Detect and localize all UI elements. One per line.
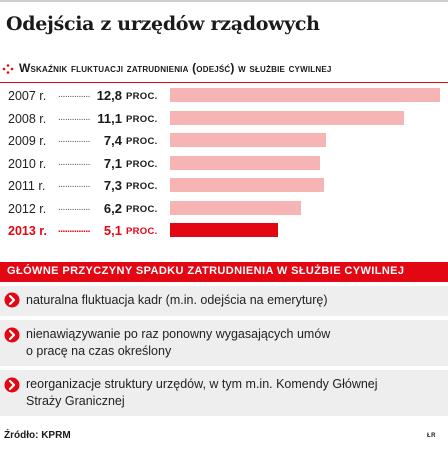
right-arrow-circle-icon xyxy=(4,377,20,393)
leader-dots: .............. xyxy=(58,111,90,123)
reason-line: o pracę na czas określony xyxy=(26,344,172,358)
chart-row: 2009 r............... 7,4 PROC. xyxy=(0,131,448,153)
right-arrow-circle-icon xyxy=(4,292,20,308)
unit-label: PROC. xyxy=(126,226,158,237)
chart-subtitle-row: Wskaźnik fluktuacji zatrudnienia (odejść… xyxy=(0,60,448,82)
chart-row: 2007 r............... 12,8 PROC. xyxy=(0,86,448,108)
reason-text: naturalna fluktuacja kadr (m.in. odejści… xyxy=(26,292,328,309)
reason-line: Straży Granicznej xyxy=(26,394,125,408)
unit-label: PROC. xyxy=(126,203,158,215)
subtitle-rule xyxy=(0,82,448,83)
leader-dots: .............. xyxy=(58,89,90,100)
reason-item: naturalna fluktuacja kadr (m.in. odejści… xyxy=(0,286,448,316)
bar xyxy=(170,88,440,102)
bar xyxy=(170,223,278,237)
unit-label: PROC. xyxy=(126,158,158,170)
reason-line: reorganizacje struktury urzędów, w tym m… xyxy=(26,377,378,391)
unit-label: PROC. xyxy=(126,136,158,147)
unit-label: PROC. xyxy=(126,113,158,125)
chart-row: 2008 r............... 11,1 PROC. xyxy=(0,109,448,131)
dotted-marker-icon xyxy=(2,64,14,74)
reason-text: reorganizacje struktury urzędów, w tym m… xyxy=(26,376,378,410)
unit-label: PROC. xyxy=(126,181,158,192)
chart-row: 2010 r............... 7,1 PROC. xyxy=(0,154,448,176)
leader-dots: .............. xyxy=(58,179,90,190)
chart-title: Wskaźnik fluktuacji zatrudnienia (odejść… xyxy=(19,61,332,75)
value-label: 5,1 xyxy=(103,223,122,238)
bar-chart: 2007 r............... 12,8 PROC. 2008 r....… xyxy=(0,86,448,238)
reason-item: reorganizacje struktury urzędów, w tym m… xyxy=(0,370,448,416)
author-credit: ŁR xyxy=(427,433,436,439)
value-label: 11,1 xyxy=(97,110,122,126)
value-label: 12,8 xyxy=(96,88,122,103)
category-label: 2007 r. xyxy=(8,89,47,103)
category-label: 2009 r. xyxy=(8,134,47,148)
reasons-header: GŁÓWNE PRZYCZYNY SPADKU ZATRUDNIENIA W S… xyxy=(0,262,448,282)
leader-dots: .............. xyxy=(58,134,90,145)
reason-text: nienawiązywanie po raz ponowny wygasając… xyxy=(26,326,330,360)
chart-row: 2011 r............... 7,3 PROC. xyxy=(0,176,448,198)
leader-dots: .............. xyxy=(58,224,90,235)
page-title: Odejścia z urzędów rządowych xyxy=(6,13,320,35)
reason-item: nienawiązywanie po raz ponowny wygasając… xyxy=(0,320,448,366)
value-label: 7,4 xyxy=(103,133,122,148)
value-label: 7,1 xyxy=(103,155,122,171)
unit-label: PROC. xyxy=(126,91,158,102)
leader-dots: .............. xyxy=(58,201,90,213)
chart-row: 2012 r............... 6,2 PROC. xyxy=(0,199,448,221)
right-arrow-circle-icon xyxy=(4,327,20,343)
bar xyxy=(170,110,405,125)
chart-row: 2013 r............... 5,1 PROC. xyxy=(0,221,448,243)
category-label: 2013 r. xyxy=(8,224,47,238)
category-label: 2012 r. xyxy=(8,201,47,216)
reason-line: nienawiązywanie po raz ponowny wygasając… xyxy=(26,327,331,341)
value-label: 7,3 xyxy=(103,178,122,193)
category-label: 2008 r. xyxy=(8,111,47,126)
reason-line: naturalna fluktuacja kadr (m.in. odejści… xyxy=(26,293,328,307)
leader-dots: .............. xyxy=(58,156,90,168)
source-note: Źródło: KPRM xyxy=(4,430,71,441)
bar xyxy=(170,200,301,215)
bar xyxy=(170,155,320,170)
bar xyxy=(170,178,324,192)
category-label: 2010 r. xyxy=(8,156,47,171)
top-rule xyxy=(0,0,448,2)
category-label: 2011 r. xyxy=(8,179,46,193)
reasons-title: GŁÓWNE PRZYCZYNY SPADKU ZATRUDNIENIA W S… xyxy=(7,265,405,277)
value-label: 6,2 xyxy=(103,200,122,216)
bar xyxy=(170,133,327,147)
